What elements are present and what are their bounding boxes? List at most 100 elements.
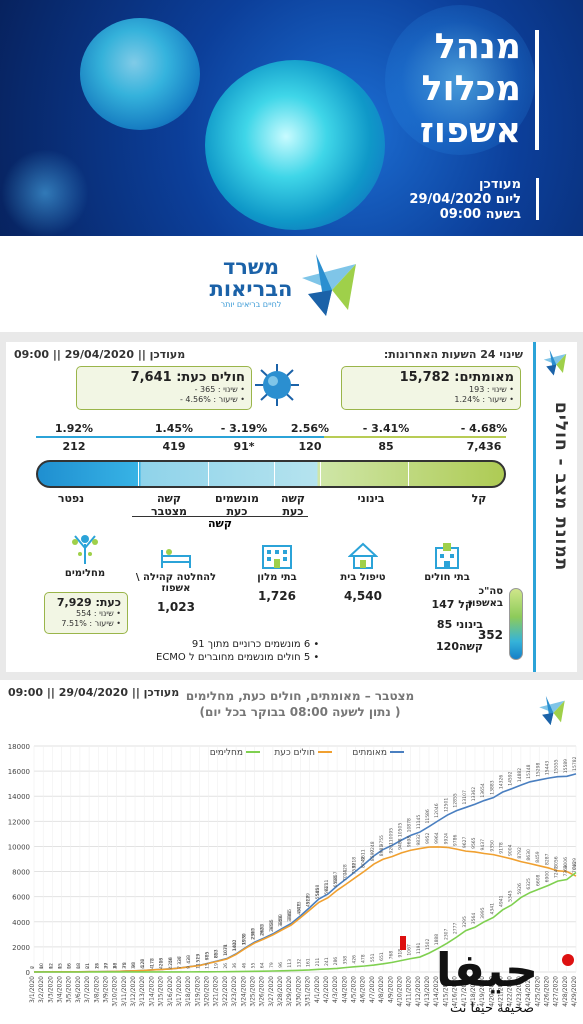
data-label: 55	[250, 962, 256, 968]
data-label: 18	[76, 963, 82, 969]
data-label: 4318	[296, 903, 302, 915]
x-tick-label: 3/19/2020	[194, 976, 201, 1007]
updated-timestamp: מעודכן || 29/04/2020 || 09:00	[14, 348, 186, 361]
data-label: 8981	[379, 845, 385, 857]
x-tick-label: 4/10/2020	[396, 976, 403, 1007]
category-moderate: בינוני	[357, 492, 385, 505]
data-label: 9786	[453, 835, 459, 847]
count-row: 212 419 91* 120 85 7,436	[34, 440, 504, 456]
data-label: 1400	[232, 940, 238, 952]
data-label: 37	[103, 963, 109, 969]
data-label: 4341	[489, 903, 495, 915]
count-mild: 7,436	[466, 440, 502, 453]
ashdod-title-line: סה"כ	[478, 586, 503, 597]
data-label: 2307	[250, 928, 256, 940]
data-label: 10	[39, 963, 45, 969]
data-label: 3356	[278, 915, 284, 927]
data-label: 15589	[563, 759, 569, 773]
x-tick-label: 4/1/2020	[314, 976, 321, 1003]
data-label: 337	[177, 956, 183, 965]
data-label: 6608	[535, 874, 541, 886]
data-label: 9964	[434, 832, 440, 844]
x-tick-label: 4/27/2020	[553, 976, 560, 1007]
data-label: 4	[149, 966, 155, 969]
data-label: 1442	[232, 939, 238, 951]
data-label: 39	[103, 963, 109, 969]
data-label: 433	[186, 955, 192, 964]
x-tick-label: 4/19/2020	[479, 976, 486, 1007]
data-label: 4	[159, 966, 165, 969]
data-label: 3564	[471, 913, 477, 925]
y-tick-label: 2000	[12, 944, 30, 952]
data-label: 768	[388, 951, 394, 960]
data-label: 126	[140, 959, 146, 968]
x-tick-label: 3/22/2020	[222, 976, 229, 1007]
x-tick-label: 4/2/2020	[323, 976, 330, 1003]
data-label: 358	[342, 956, 348, 965]
data-label: 2777	[453, 923, 459, 935]
data-label: 1878	[241, 934, 247, 946]
svg-text:صحيفة حيفا نت: صحيفة حيفا نت	[450, 1001, 534, 1016]
y-tick-label: 0	[26, 969, 30, 977]
virus-illustration	[205, 60, 385, 230]
confirmed-change: • שינוי : 193	[469, 385, 514, 394]
data-label: 7	[30, 966, 36, 969]
data-label: 0	[76, 966, 82, 969]
data-label: 1067	[407, 944, 413, 956]
data-label: 15	[58, 963, 64, 969]
data-label: 2	[113, 966, 119, 969]
data-label: 8056	[554, 856, 560, 868]
active-change: • שינוי : 365 -	[194, 385, 245, 394]
data-label: 3740	[287, 910, 293, 922]
recovered-box: כעת: 7,929 • שינוי : 554 • שיעור : 7.51%	[44, 592, 128, 634]
data-label: 0	[67, 966, 73, 969]
data-label: 918	[397, 949, 403, 958]
virus-illustration	[80, 18, 200, 130]
ministry-logo-text: משרד הבריאות לחיים בריאים יותר	[205, 256, 297, 309]
y-tick-label: 18000	[8, 743, 30, 751]
status-panel: תמונת מצב - חולים מעודכן || 29/04/2020 |…	[6, 342, 577, 672]
data-label: 685	[205, 952, 211, 961]
data-label: 48	[113, 963, 119, 969]
data-label: 1071	[223, 944, 229, 956]
ashdod-moderate: בינוני 85	[436, 618, 483, 631]
y-tick-label: 6000	[12, 894, 30, 902]
chart-title-main: מצטבר – מאומתים, חולים כעת, מחלימים	[185, 689, 415, 703]
data-label: 9832	[416, 834, 422, 846]
ministry-logo-band: משרד הבריאות לחיים בריאים יותר	[0, 236, 583, 332]
x-tick-label: 4/25/2020	[534, 976, 541, 1007]
x-tick-label: 3/15/2020	[158, 976, 165, 1007]
data-label: 4941	[499, 895, 505, 907]
svg-text:حيفا: حيفا	[436, 943, 538, 997]
data-label: 3	[131, 966, 137, 969]
data-label: 4928	[306, 896, 312, 908]
x-tick-label: 3/16/2020	[167, 976, 174, 1007]
confirmed-box: מאומתים: 15,782 • שינוי : 193 • שיעור : …	[341, 366, 521, 410]
house-icon	[348, 542, 378, 569]
data-label: 15	[205, 963, 211, 969]
data-label: 15443	[544, 761, 550, 775]
data-label: 513	[195, 954, 201, 963]
haifa-net-watermark-logo: حيفا صحيفة حيفا نت	[400, 936, 574, 1016]
virus-illustration	[385, 5, 535, 155]
percent-mild: - 4.68%	[460, 422, 508, 435]
updated-timestamp: מעודכן || 29/04/2020 || 09:00	[8, 686, 180, 699]
data-label: 3295	[462, 916, 468, 928]
virus-illustration	[0, 150, 90, 236]
recovered-person-icon	[72, 535, 98, 564]
count-severe-cum: 419	[162, 440, 186, 453]
x-tick-label: 3/31/2020	[305, 976, 312, 1007]
x-tick-label: 4/15/2020	[442, 976, 449, 1007]
change-title: שינוי 24 השעות האחרונות:	[383, 348, 523, 361]
severity-thermometer	[509, 588, 523, 660]
data-label: 9437	[480, 839, 486, 851]
data-label: 13654	[480, 783, 486, 797]
data-label: 551	[370, 953, 376, 962]
category-mild: קל	[471, 492, 487, 505]
update-line: מעודכן	[479, 177, 521, 192]
bar-separator	[408, 462, 409, 486]
y-tick-label: 14000	[8, 793, 30, 801]
data-label: 7	[177, 966, 183, 969]
data-label: 6900	[544, 871, 550, 883]
x-tick-label: 4/7/2020	[369, 976, 376, 1003]
